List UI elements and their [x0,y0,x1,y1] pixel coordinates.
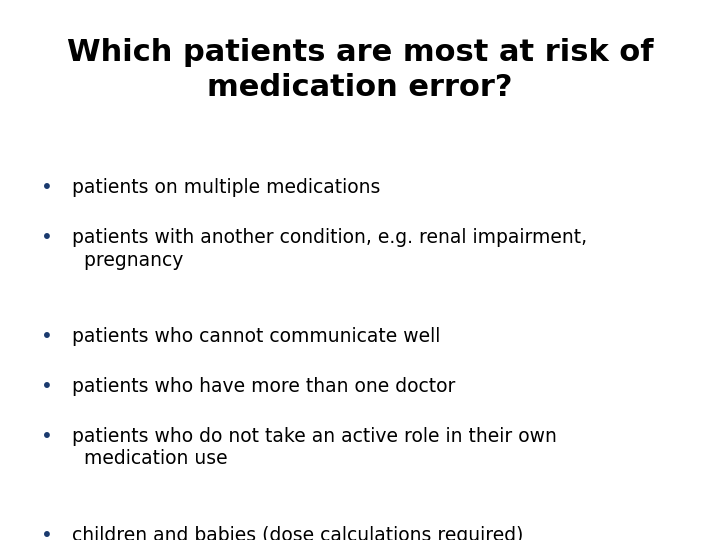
Text: Which patients are most at risk of
medication error?: Which patients are most at risk of medic… [67,38,653,102]
Text: •: • [41,178,53,197]
Text: children and babies (dose calculations required): children and babies (dose calculations r… [72,526,523,540]
Text: patients who cannot communicate well: patients who cannot communicate well [72,327,441,346]
Text: •: • [41,327,53,346]
Text: patients who do not take an active role in their own
  medication use: patients who do not take an active role … [72,427,557,468]
Text: patients who have more than one doctor: patients who have more than one doctor [72,377,455,396]
Text: •: • [41,377,53,396]
Text: patients on multiple medications: patients on multiple medications [72,178,380,197]
Text: •: • [41,228,53,247]
Text: •: • [41,427,53,446]
Text: •: • [41,526,53,540]
Text: patients with another condition, e.g. renal impairment,
  pregnancy: patients with another condition, e.g. re… [72,228,587,269]
